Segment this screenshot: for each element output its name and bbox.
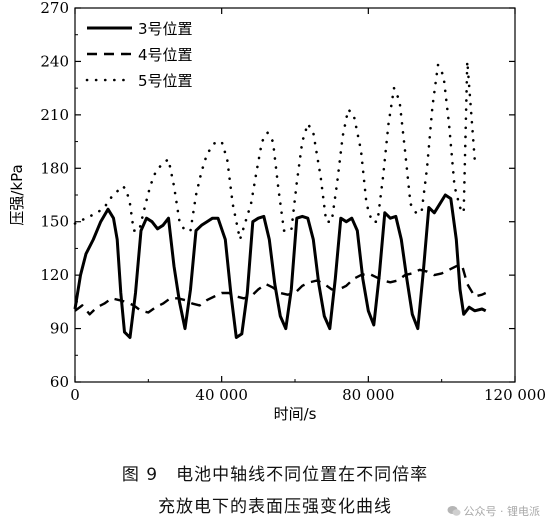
caption-line-2: 充放电下的表面压强变化曲线	[158, 497, 392, 517]
pressure-chart: 0 40 000 80 000 120 000 60 90 120 150 180 210 240 2…	[8, 0, 546, 423]
y-tick-label: 90	[50, 320, 69, 338]
watermark: 公众号 · 锂电派	[447, 503, 541, 519]
x-axis-label: 时间/s	[274, 405, 317, 423]
watermark-text: 公众号 · 锂电派	[463, 505, 541, 518]
ticks-layer: 0 40 000 80 000 120 000 60 90 120 150 180 210 240 2…	[40, 0, 546, 404]
y-tick-label: 240	[40, 52, 69, 70]
y-tick-label: 150	[40, 213, 69, 231]
wechat-icon	[447, 506, 460, 516]
caption-line-1: 图 9 电池中轴线不同位置在不同倍率	[121, 465, 429, 485]
y-tick-label: 210	[40, 106, 69, 124]
legend-label: 3号位置	[138, 20, 193, 38]
series-line-3	[73, 193, 487, 339]
x-tick-label: 40 000	[195, 386, 248, 404]
y-tick-label: 120	[40, 266, 69, 284]
x-tick-label: 80 000	[342, 386, 395, 404]
legend-label: 5号位置	[138, 72, 193, 90]
series-line-5	[73, 60, 484, 241]
y-axis-label: 压强/kPa	[8, 164, 26, 225]
legend-label: 4号位置	[138, 46, 193, 64]
series-layer	[73, 60, 487, 339]
x-tick-label: 120 000	[484, 386, 546, 404]
series-line-4	[74, 263, 487, 316]
y-tick-label: 60	[50, 373, 69, 391]
y-tick-label: 180	[40, 159, 69, 177]
y-tick-label: 270	[40, 0, 69, 17]
legend: 3号位置 4号位置 5号位置	[85, 20, 193, 90]
x-tick-label: 0	[70, 386, 80, 404]
plot-frame	[74, 7, 516, 383]
